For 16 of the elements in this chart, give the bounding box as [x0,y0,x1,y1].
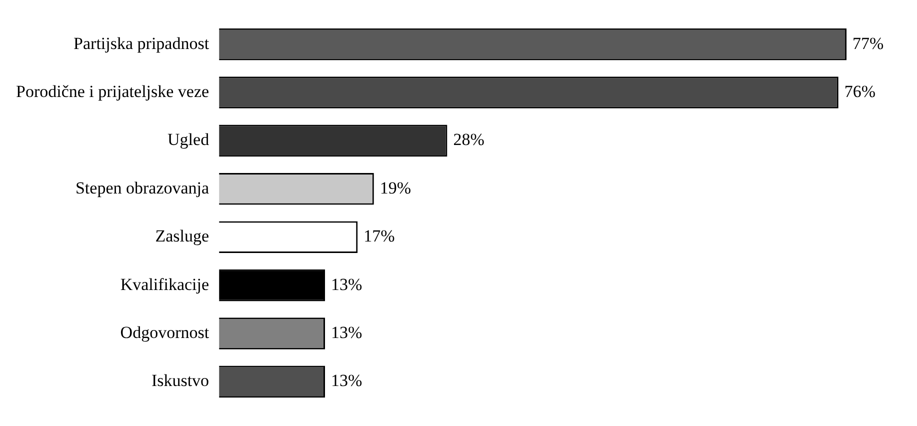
y-tick-label: Zasluge [155,226,210,246]
y-tick-label: Odgovornost [120,322,210,342]
data-label: 28% [453,130,484,150]
data-label: 76% [844,82,876,101]
data-label: 13% [331,322,362,342]
data-label: 13% [331,371,362,390]
data-label: 19% [380,178,412,198]
y-tick-label: Stepen obrazovanja [75,178,210,198]
y-tick-label: Partijska pripadnost [74,34,210,53]
data-label: 17% [364,226,395,246]
y-tick-label: Ugled [168,130,210,150]
data-label: 13% [331,274,362,294]
y-tick-label: Kvalifikacije [120,274,210,294]
data-label: 77% [852,34,884,53]
y-tick-label: Porodične i prijateljske veze [16,82,210,101]
y-tick-label: Iskustvo [151,371,210,390]
